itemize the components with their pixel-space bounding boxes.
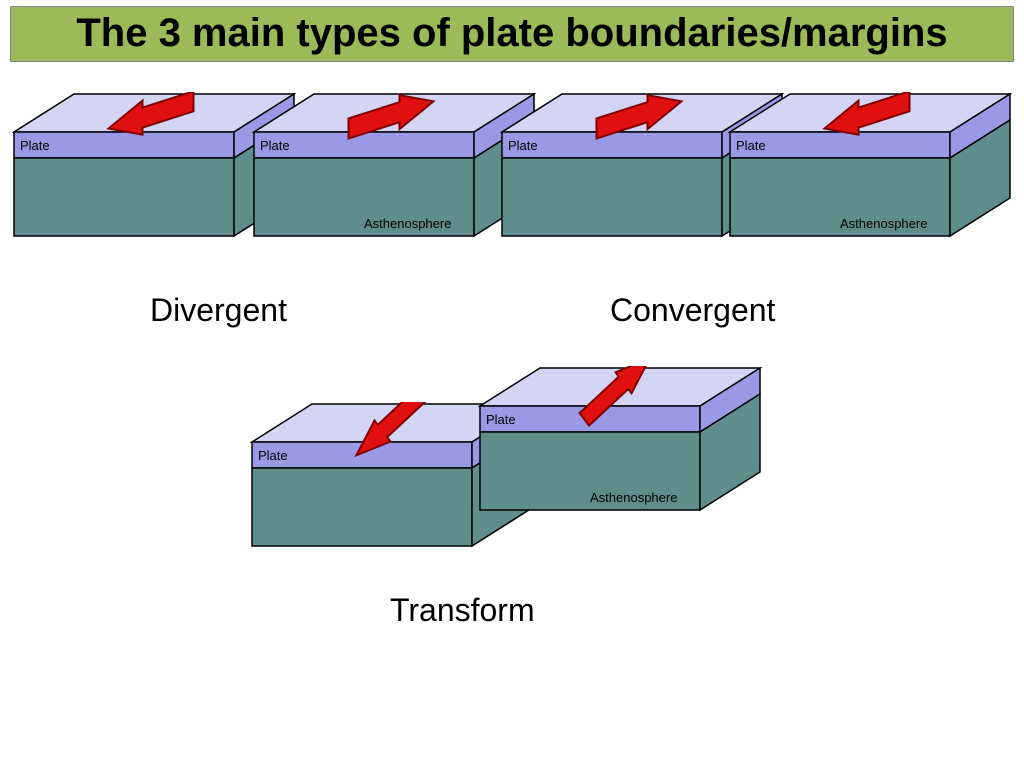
caption-convergent: Convergent <box>610 292 775 329</box>
asthenosphere-band <box>502 158 722 236</box>
asthenosphere-band <box>252 468 472 546</box>
transform-right-block: Plate Asthenosphere <box>478 366 778 586</box>
page-title: The 3 main types of plate boundaries/mar… <box>11 11 1013 55</box>
caption-divergent: Divergent <box>150 292 287 329</box>
asthenosphere-band <box>14 158 234 236</box>
diagram-area: Plate Plate Asthenosphere Divergent Plate… <box>0 62 1024 702</box>
asthenosphere-label: Asthenosphere <box>840 216 927 231</box>
plate-label: Plate <box>20 138 50 153</box>
plate-label: Plate <box>260 138 290 153</box>
convergent-right-block: Plate Asthenosphere <box>728 92 1024 312</box>
asthenosphere-label: Asthenosphere <box>364 216 451 231</box>
plate-label: Plate <box>736 138 766 153</box>
title-bar: The 3 main types of plate boundaries/mar… <box>10 6 1014 62</box>
plate-label: Plate <box>486 412 516 427</box>
plate-label: Plate <box>258 448 288 463</box>
asthenosphere-label: Asthenosphere <box>590 490 677 505</box>
plate-label: Plate <box>508 138 538 153</box>
caption-transform: Transform <box>390 592 535 629</box>
